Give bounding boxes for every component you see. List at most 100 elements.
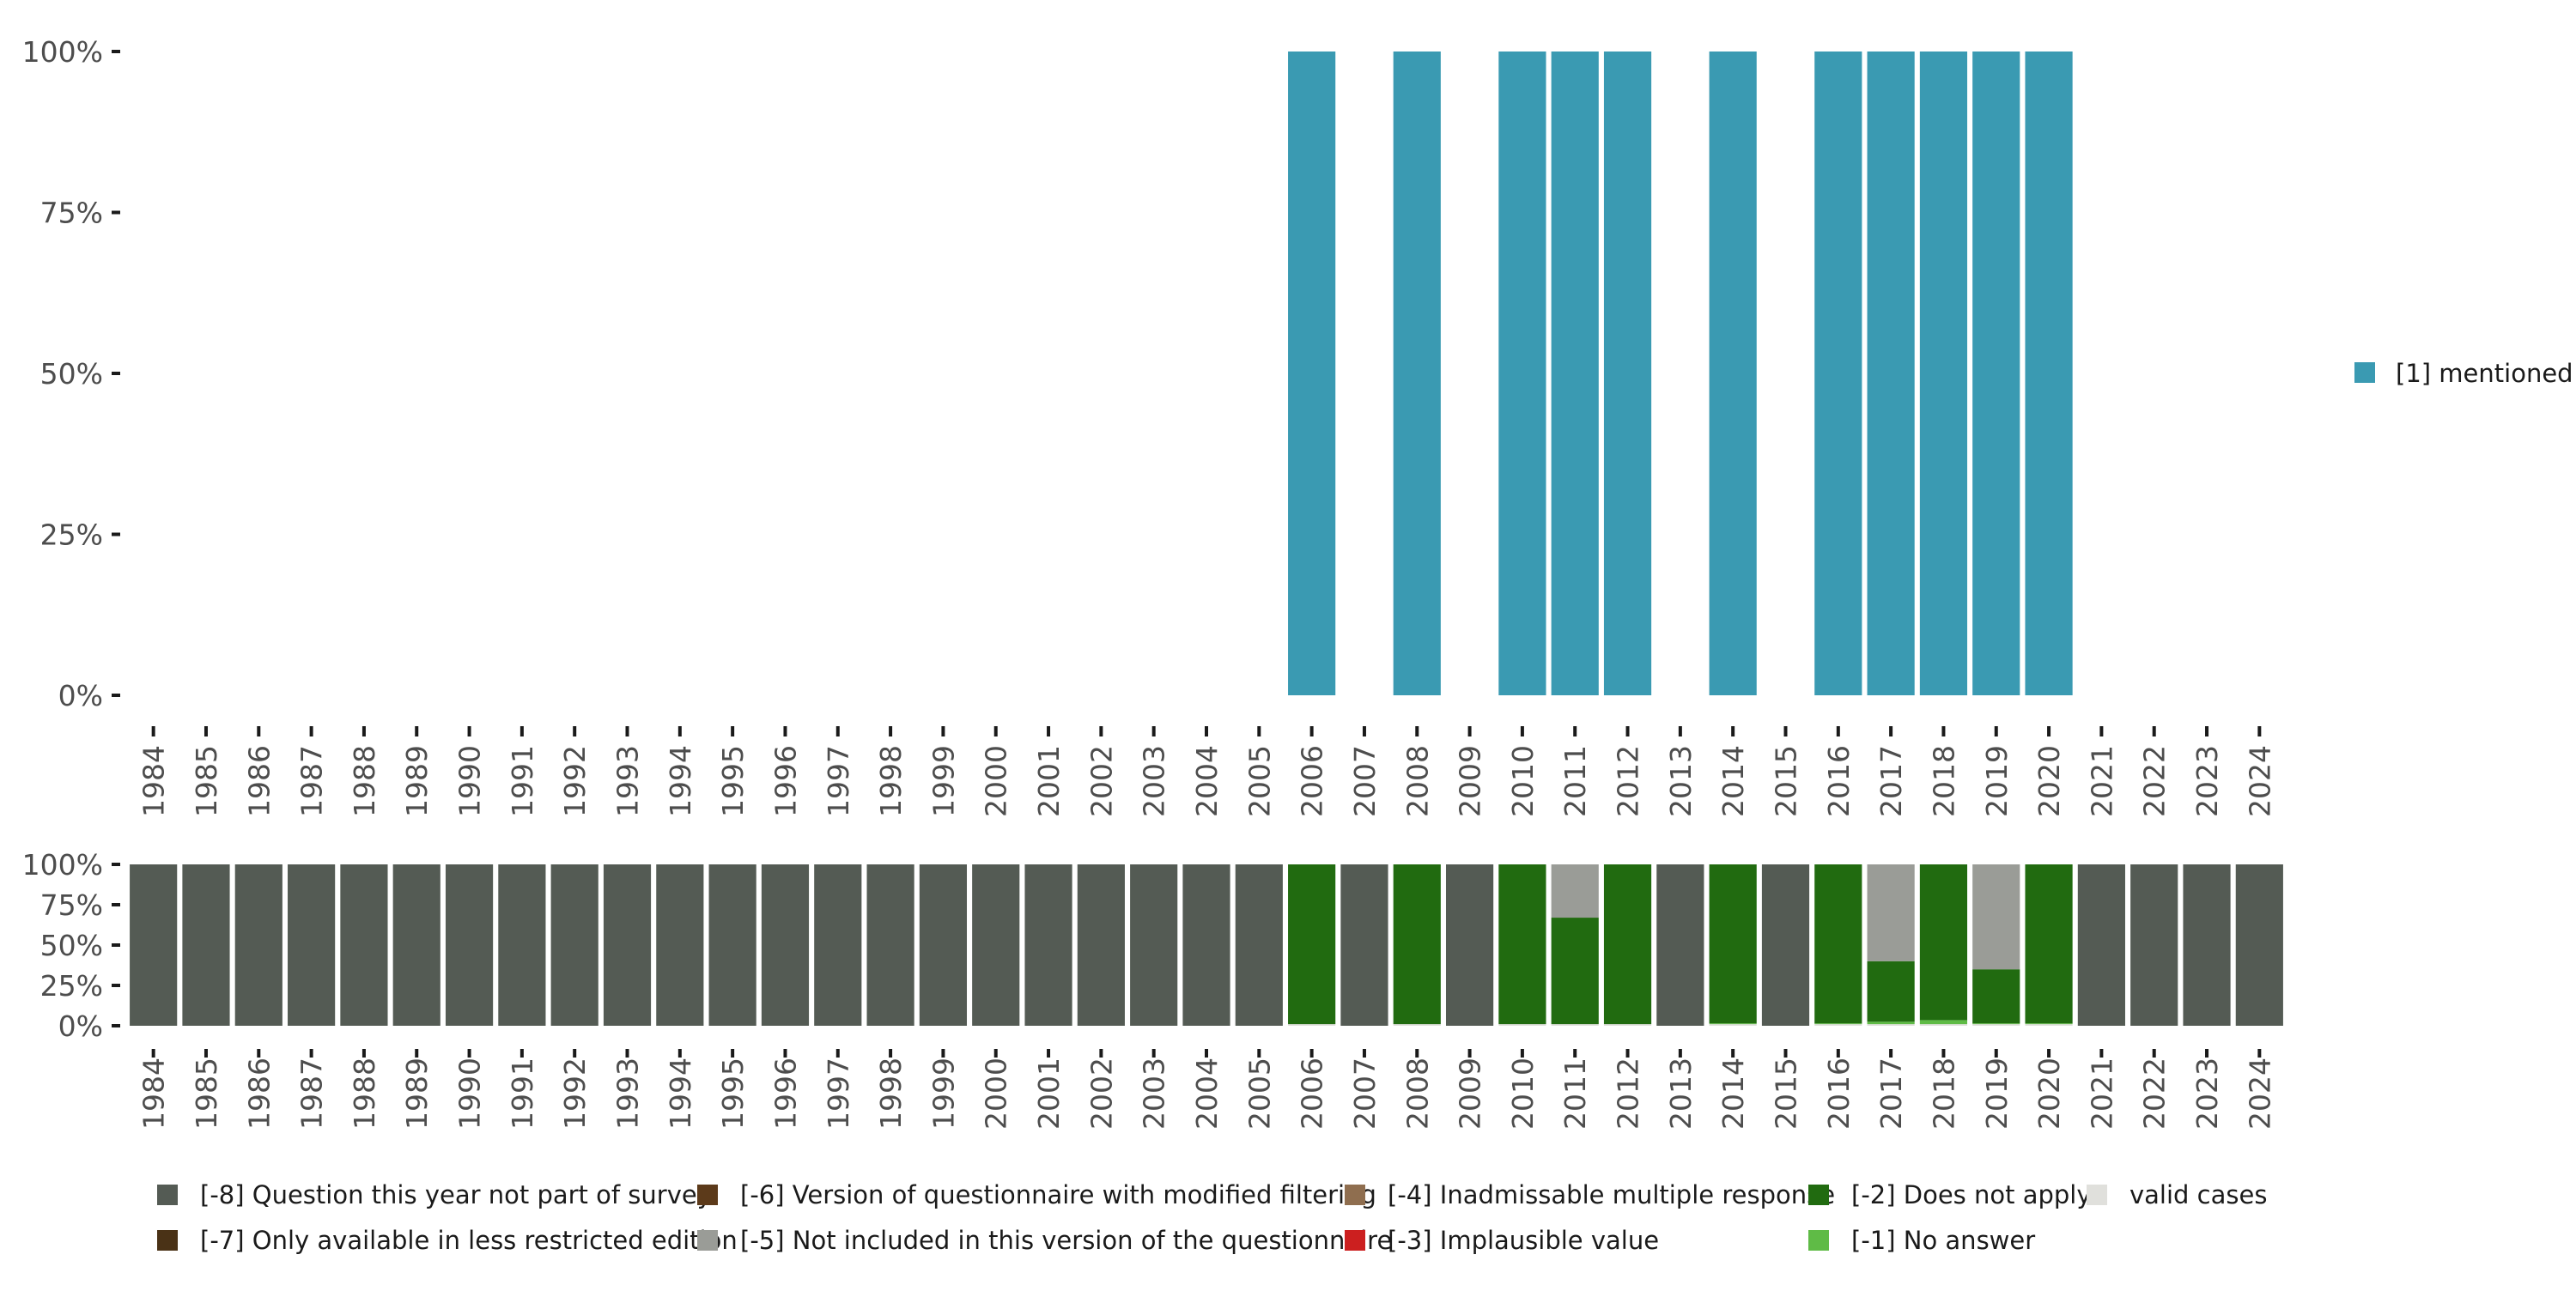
top-x-tick-label: 2010: [1506, 745, 1540, 817]
top-x-tick-label: 2022: [2138, 745, 2172, 817]
bottom-x-tick-label: 1995: [716, 1058, 750, 1130]
top-x-tick-label: 2000: [980, 745, 1013, 817]
bar-mentioned-2010: [1498, 52, 1546, 695]
bottom-x-tick-label: 1991: [506, 1058, 539, 1130]
top-x-tick-label: 1994: [664, 745, 697, 817]
bottom-x-tick-label: 1985: [190, 1058, 223, 1130]
stack-segment-2018: [1919, 1024, 1968, 1026]
top-x-tick-label: 2004: [1190, 745, 1224, 817]
bottom-x-tick-label: 1998: [874, 1058, 908, 1130]
bottom-x-tick-label: 1999: [927, 1058, 960, 1130]
stack-segment-1988: [340, 864, 388, 1026]
top-x-tick-label: 2008: [1400, 745, 1434, 817]
stack-segment-2011: [1551, 864, 1599, 918]
stack-segment-2024: [2235, 864, 2283, 1026]
bottom-x-tick-label: 1996: [769, 1058, 802, 1130]
bottom-x-tick-label: 1984: [137, 1058, 171, 1130]
bar-mentioned-2016: [1814, 52, 1862, 695]
bottom-x-tick-label: 2022: [2138, 1058, 2172, 1130]
stack-segment-2002: [1077, 864, 1125, 1026]
stack-segment-1993: [603, 864, 652, 1026]
bottom-x-tick-label: 2005: [1242, 1058, 1276, 1130]
top-x-tick-label: 2023: [2190, 745, 2224, 817]
bottom-x-tick-label: 2012: [1612, 1058, 1645, 1130]
top-x-tick-label: 2006: [1296, 745, 1329, 817]
stack-segment-1998: [866, 864, 914, 1026]
top-x-tick-label: 2016: [1822, 745, 1856, 817]
bottom-legend: [-8] Question this year not part of surv…: [157, 1180, 2267, 1255]
top-x-tick-label: 2002: [1084, 745, 1118, 817]
legend-label: [-3] Implausible value: [1388, 1226, 1659, 1255]
stack-segment-2012: [1603, 1024, 1652, 1026]
stack-segment-2005: [1235, 864, 1283, 1026]
bottom-x-tick-label: 2009: [1454, 1058, 1487, 1130]
stack-segment-2019: [1972, 864, 2020, 970]
top-x-tick-label: 2021: [2085, 745, 2118, 817]
legend-swatch: [1808, 1230, 1829, 1251]
legend-swatch: [157, 1185, 178, 1205]
stack-segment-2003: [1130, 864, 1178, 1026]
stack-segment-2019: [1972, 969, 2020, 1024]
stack-segment-1989: [392, 864, 440, 1026]
bottom-x-tick-label: 2004: [1190, 1058, 1224, 1130]
bottom-x-tick-label: 1986: [242, 1058, 276, 1130]
top-x-tick-label: 2011: [1558, 745, 1592, 817]
bar-mentioned-2018: [1919, 52, 1968, 695]
stack-segment-1984: [130, 864, 178, 1026]
stack-segment-2011: [1551, 1024, 1599, 1026]
top-y-tick-label: 25%: [40, 518, 103, 552]
stack-segment-2014: [1709, 1024, 1757, 1026]
bottom-x-tick-label: 1997: [822, 1058, 855, 1130]
top-x-tick-label: 1986: [242, 745, 276, 817]
bottom-y-tick-label: 75%: [40, 888, 103, 922]
stack-segment-1985: [182, 864, 230, 1026]
bottom-chart: 100% 75% 50% 25% 0% 1984 1985 1986 1987 1988 1989 1…: [22, 848, 2283, 1255]
legend-label: [-7] Only available in less restricted e…: [200, 1226, 738, 1255]
top-x-tick-label: 2005: [1242, 745, 1276, 817]
bar-mentioned-2020: [2025, 52, 2073, 695]
legend-swatch: [2087, 1185, 2107, 1205]
stack-segment-2016: [1814, 1023, 1862, 1025]
stack-segment-1999: [919, 864, 968, 1026]
stack-segment-2017: [1867, 864, 1915, 961]
stack-segment-2019: [1972, 1024, 2020, 1026]
legend-label: [-2] Does not apply: [1851, 1180, 2092, 1209]
bottom-y-tick-label: 100%: [22, 848, 103, 882]
top-x-tick-label: 2020: [2032, 745, 2066, 817]
stack-segment-2013: [1656, 864, 1704, 1026]
bottom-x-tick-label: 1988: [348, 1058, 381, 1130]
top-x-tick-label: 1998: [874, 745, 908, 817]
top-x-tick-label: 1992: [558, 745, 592, 817]
stack-segment-2016: [1814, 864, 1862, 1024]
top-x-tick-label: 2017: [1874, 745, 1908, 817]
bottom-x-tick-label: 2006: [1296, 1058, 1329, 1130]
bottom-y-tick-label: 25%: [40, 969, 103, 1003]
bottom-x-tick-label: 2000: [980, 1058, 1013, 1130]
legend-label: [-8] Question this year not part of surv…: [200, 1180, 712, 1209]
stack-segment-2006: [1288, 1024, 1336, 1026]
stack-segment-2021: [2077, 864, 2125, 1026]
stack-segment-2001: [1024, 864, 1072, 1026]
top-chart: 100% 75% 50% 25% 0% 1984 1985 1986 1987 1988 1989 1…: [22, 35, 2573, 817]
top-x-tick-label: 2013: [1664, 745, 1698, 817]
bottom-x-tick-label: 1990: [453, 1058, 487, 1130]
stack-segment-2014: [1709, 864, 1757, 1024]
stack-segment-2004: [1182, 864, 1230, 1026]
legend-label: [-1] No answer: [1851, 1226, 2035, 1255]
top-x-tick-label: 2014: [1716, 745, 1750, 817]
bar-mentioned-2017: [1867, 52, 1915, 695]
top-y-tick-label: 100%: [22, 35, 103, 69]
bottom-x-tick-label: 2021: [2085, 1058, 2118, 1130]
legend-label: [1] mentioned: [2396, 359, 2573, 388]
stack-segment-1990: [445, 864, 494, 1026]
bottom-x-tick-label: 1989: [400, 1058, 434, 1130]
top-x-tick-label: 2001: [1032, 745, 1066, 817]
bottom-x-tick-label: 1992: [558, 1058, 592, 1130]
bottom-x-tick-label: 1987: [295, 1058, 329, 1130]
top-x-tick-label: 2019: [1980, 745, 2014, 817]
bar-mentioned-2006: [1288, 52, 1336, 695]
top-x-tick-label: 1996: [769, 745, 802, 817]
bottom-x-tick-label: 1994: [664, 1058, 697, 1130]
top-y-tick-label: 75%: [40, 197, 103, 230]
top-x-tick-label: 2012: [1612, 745, 1645, 817]
